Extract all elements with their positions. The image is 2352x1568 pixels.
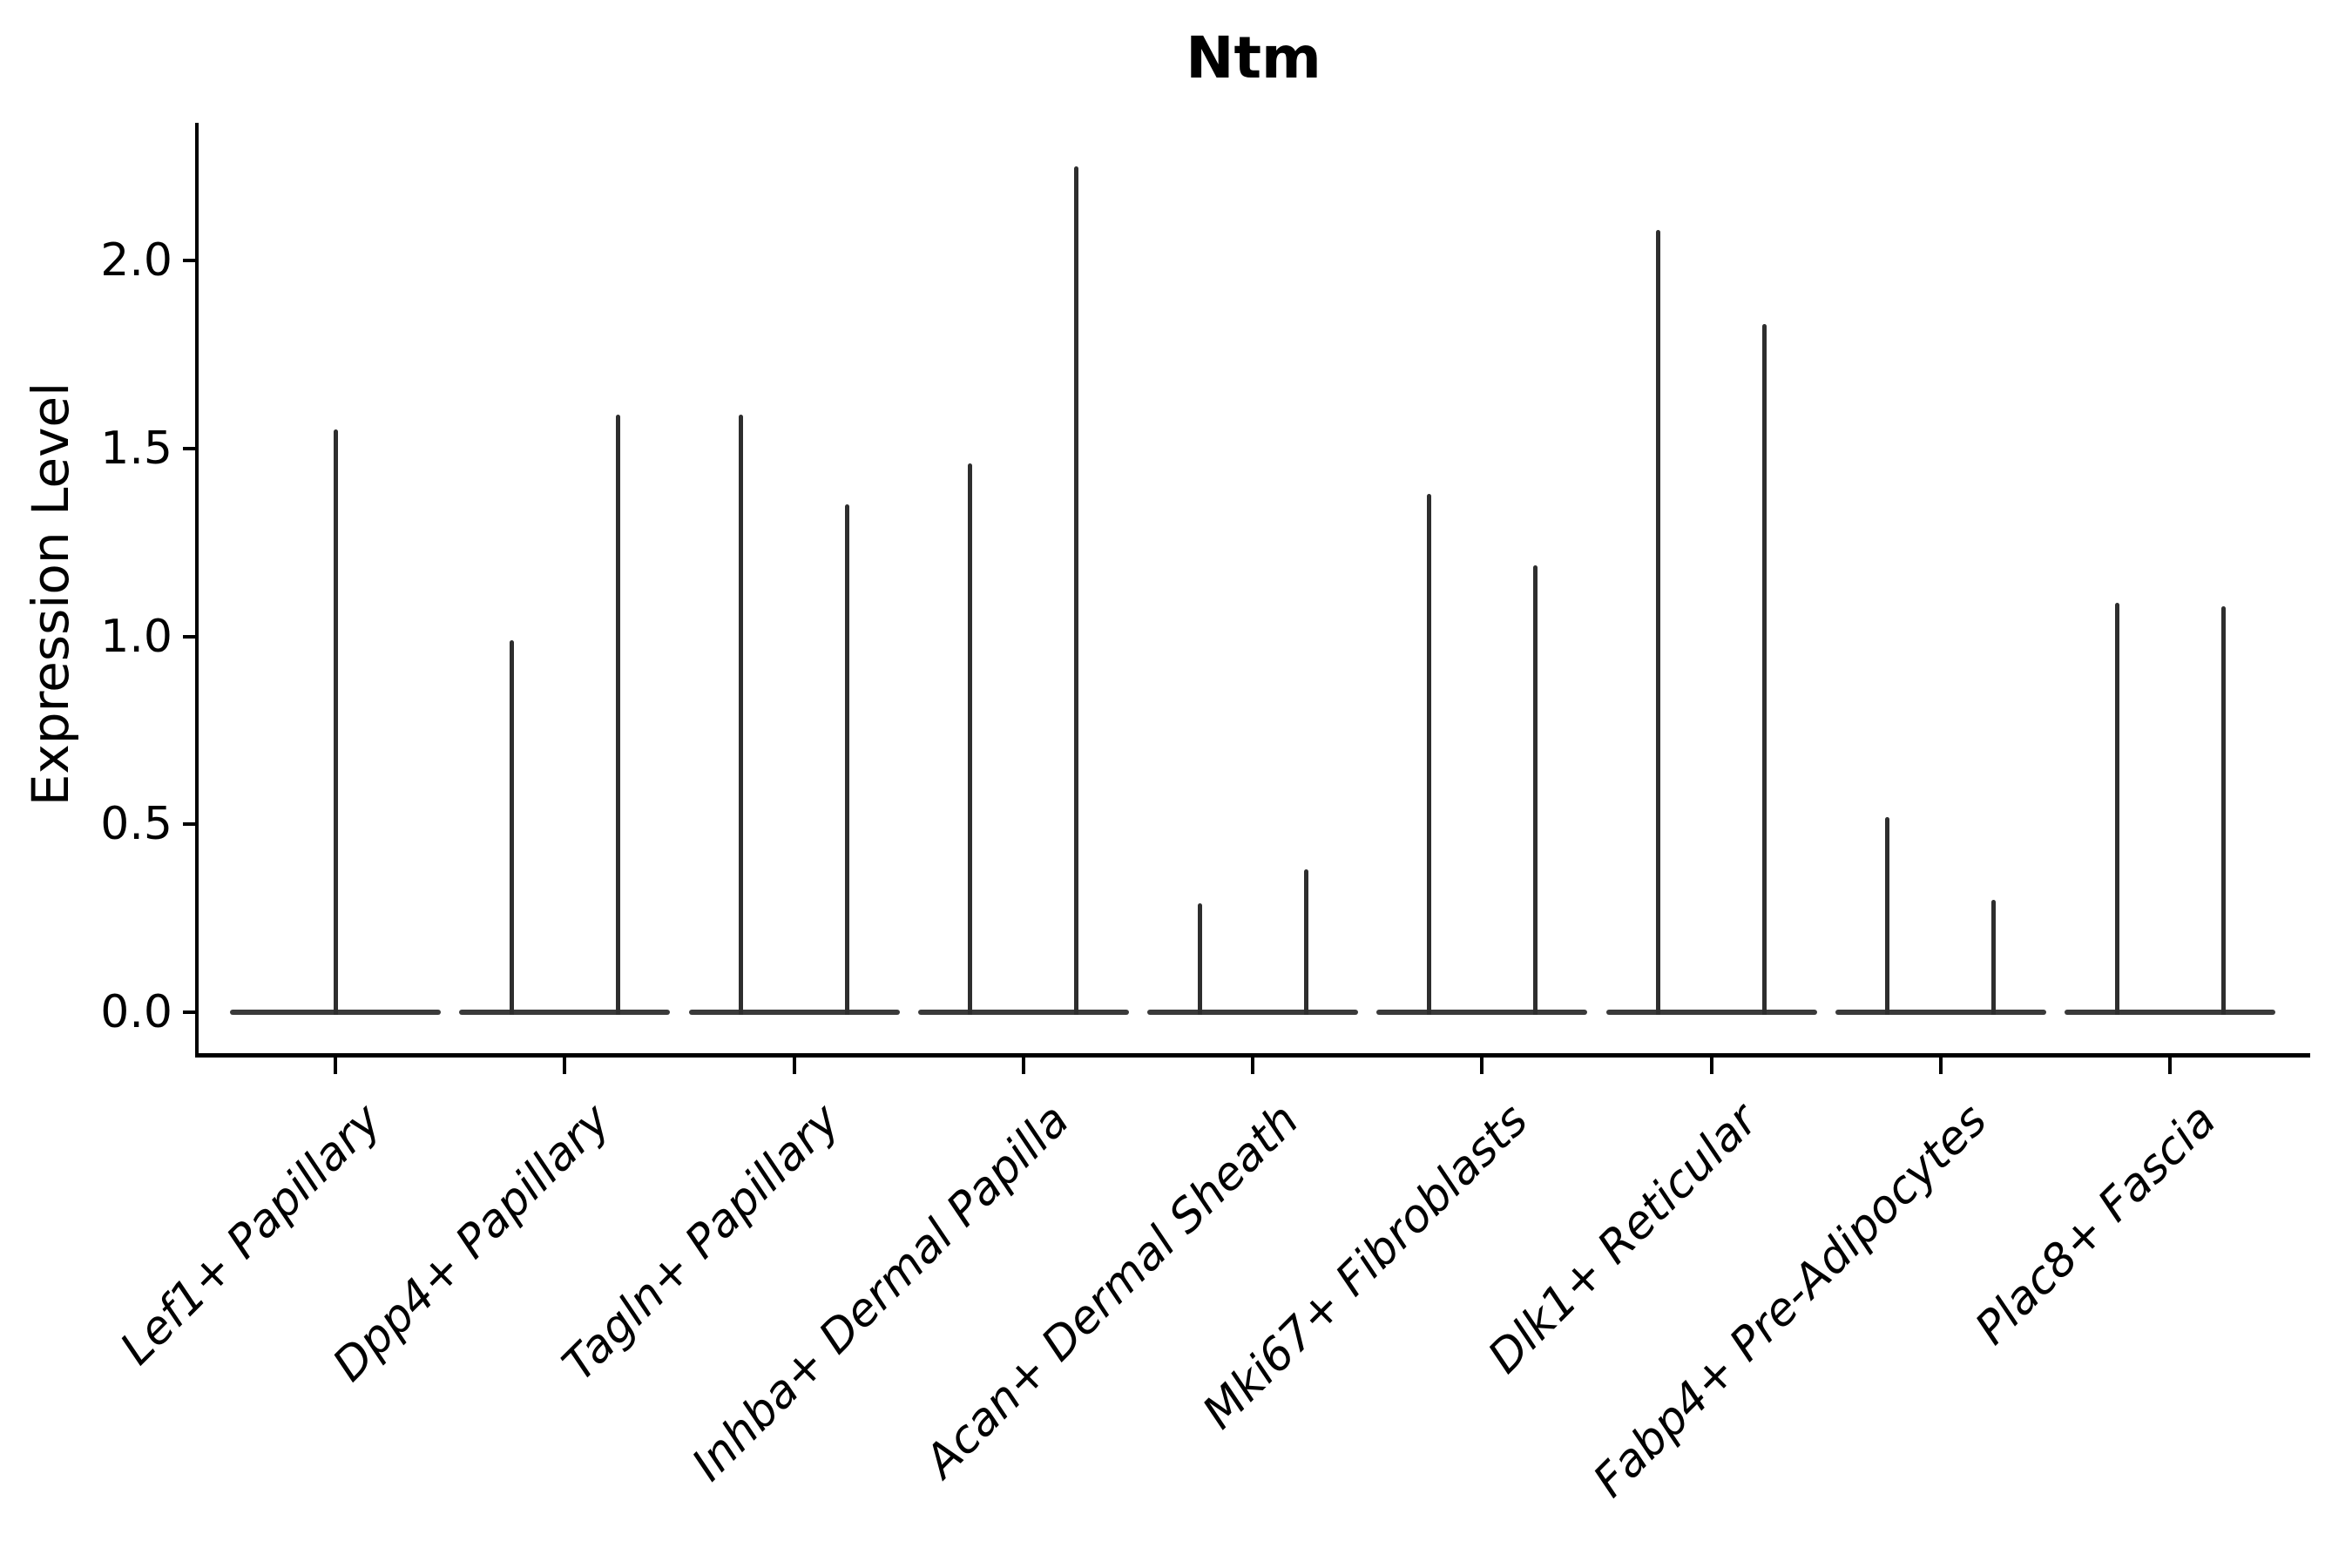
chart-title: Ntm [1186, 24, 1321, 91]
x-tick-mark [2168, 1055, 2172, 1074]
x-tick-mark [1251, 1055, 1254, 1074]
y-tick-label: 0.5 [100, 798, 172, 851]
y-tick-label: 1.5 [100, 422, 172, 475]
y-axis-spine [195, 123, 199, 1055]
violin-spike [739, 414, 743, 1015]
violin-spike [615, 414, 620, 1015]
x-tick-mark [1938, 1055, 1943, 1074]
y-tick-label: 0.0 [100, 986, 172, 1038]
violin-spike [1303, 869, 1308, 1015]
violin-baseline [459, 1010, 671, 1015]
x-tick-mark [1021, 1055, 1025, 1074]
y-tick-mark [183, 634, 195, 639]
y-tick-mark [183, 259, 195, 262]
violin-spike [1885, 816, 1890, 1015]
x-tick-label: Plac8+ Fascia [1965, 1094, 2227, 1355]
y-tick-mark [183, 1010, 195, 1014]
x-tick-label: Inhba+ Dermal Papilla [682, 1094, 1080, 1491]
violin-spike [968, 463, 973, 1015]
x-tick-label: Acan+ Dermal Sheath [915, 1094, 1309, 1488]
y-tick-mark [183, 446, 195, 450]
x-tick-mark [1480, 1055, 1484, 1074]
violin-spike [1991, 899, 1997, 1015]
violin-baseline [1376, 1010, 1588, 1015]
x-tick-label: Fabp4+ Pre-Adipocytes [1583, 1094, 1997, 1508]
violin-baseline [1835, 1010, 2046, 1015]
violin-spike [333, 429, 338, 1015]
x-tick-mark [334, 1055, 337, 1074]
violin-baseline [1147, 1010, 1358, 1015]
violin-spike [1197, 902, 1202, 1015]
violin-baseline [1605, 1010, 1817, 1015]
y-tick-mark [183, 822, 195, 827]
x-tick-mark [792, 1055, 796, 1074]
violin-spike [2114, 602, 2119, 1015]
violin-baseline [688, 1010, 900, 1015]
violin-baseline [917, 1010, 1129, 1015]
violin-baseline [2065, 1010, 2275, 1015]
violin-spike [845, 504, 849, 1015]
x-tick-mark [1709, 1055, 1713, 1074]
violin-spike [1762, 324, 1767, 1015]
violin-spike [1074, 166, 1079, 1015]
violin-spike [2220, 605, 2226, 1015]
violin-spike [509, 639, 514, 1015]
y-tick-label: 1.0 [100, 610, 172, 663]
violin-spike [1656, 230, 1660, 1015]
violin-spike [1426, 493, 1431, 1015]
x-tick-mark [563, 1055, 567, 1074]
y-tick-label: 2.0 [100, 234, 172, 287]
violin-spike [1532, 564, 1538, 1015]
